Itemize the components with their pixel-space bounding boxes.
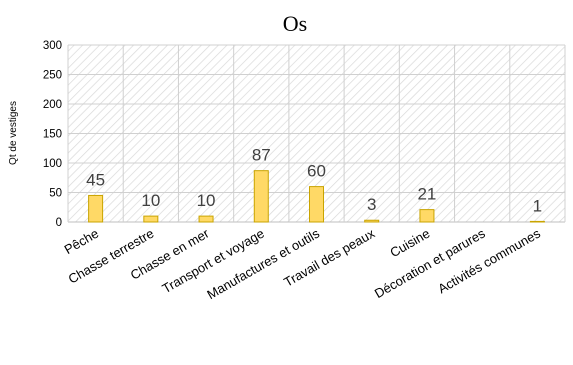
- bar-1: [143, 215, 159, 223]
- bar-8: [529, 220, 545, 223]
- data-label: 87: [252, 146, 271, 165]
- y-tick-label: 100: [43, 158, 62, 170]
- bars: [88, 170, 545, 223]
- bar-3: [253, 170, 269, 223]
- bar-6: [419, 209, 435, 223]
- y-tick-label: 0: [56, 217, 62, 229]
- y-tick-label: 300: [43, 40, 62, 52]
- bar-2: [198, 215, 214, 223]
- bar-4: [309, 186, 324, 223]
- data-label: 60: [307, 162, 326, 181]
- data-label: 10: [141, 191, 160, 210]
- data-label: 3: [367, 195, 376, 214]
- y-axis-label: Qt de vestiges: [8, 101, 19, 165]
- y-tick-label: 200: [43, 99, 62, 111]
- bar-5: [364, 219, 380, 223]
- y-tick-label: 250: [43, 70, 62, 82]
- data-label: 45: [86, 170, 105, 189]
- bar-0: [88, 194, 104, 223]
- data-labels: 45 10 10 87 60 3 21 1: [86, 146, 542, 216]
- x-tick-label: Cuisine: [387, 226, 432, 261]
- chart-title: Os: [283, 11, 307, 36]
- y-tick-label: 150: [43, 129, 62, 141]
- data-label: 10: [197, 191, 216, 210]
- data-label: 21: [417, 185, 436, 204]
- x-tick-label: Travail des peaux: [281, 225, 377, 289]
- x-tick-label: Pêche: [62, 226, 101, 257]
- data-label: 1: [533, 196, 542, 215]
- y-tick-label: 50: [49, 188, 62, 200]
- x-tick-label: Activités communes: [435, 225, 543, 296]
- y-ticks: 0 50 100 150 200 250 300: [43, 40, 62, 229]
